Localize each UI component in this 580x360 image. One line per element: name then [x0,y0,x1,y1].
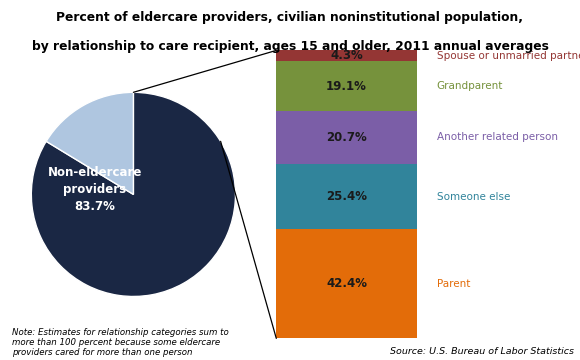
Bar [276,229,417,338]
Text: Non-eldercare
providers
83.7%: Non-eldercare providers 83.7% [48,166,142,213]
Text: Eldercare
providers
16.3%: Eldercare providers 16.3% [168,171,231,218]
Text: 20.7%: 20.7% [326,131,367,144]
Text: Note: Estimates for relationship categories sum to
more than 100 percent because: Note: Estimates for relationship categor… [12,328,229,357]
Text: 25.4%: 25.4% [326,190,367,203]
Text: Source: U.S. Bureau of Labor Statistics: Source: U.S. Bureau of Labor Statistics [390,347,574,356]
Bar [276,62,417,111]
Wedge shape [46,92,133,194]
Text: 4.3%: 4.3% [330,49,363,62]
Text: 19.1%: 19.1% [326,80,367,93]
Text: Parent: Parent [437,279,470,289]
Text: by relationship to care recipient, ages 15 and older, 2011 annual averages: by relationship to care recipient, ages … [31,40,549,53]
Text: Spouse or unmarried partner: Spouse or unmarried partner [437,51,580,61]
Bar [276,50,417,62]
Text: Grandparent: Grandparent [437,81,503,91]
Text: Someone else: Someone else [437,192,510,202]
Bar [276,111,417,164]
Bar [276,164,417,229]
Text: Percent of eldercare providers, civilian noninstitutional population,: Percent of eldercare providers, civilian… [56,11,524,24]
Text: Another related person: Another related person [437,132,558,142]
Wedge shape [31,92,235,297]
Text: 42.4%: 42.4% [326,277,367,290]
